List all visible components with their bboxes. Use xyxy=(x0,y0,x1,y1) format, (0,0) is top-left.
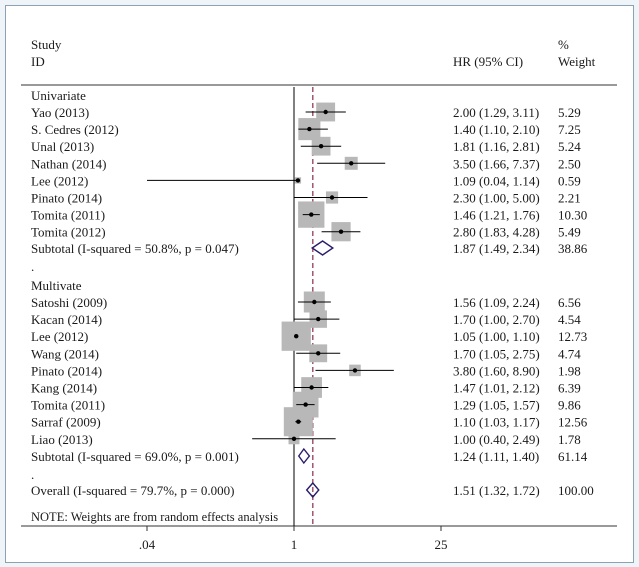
subtotal-diamond xyxy=(297,447,311,465)
study-label: Lee (2012) xyxy=(31,329,88,344)
header-study: Study xyxy=(31,37,62,52)
study-weight: 2.21 xyxy=(558,191,581,206)
point-estimate xyxy=(303,402,308,407)
subtotal-ci: 1.87 (1.49, 2.34) xyxy=(453,241,540,256)
study-weight: 12.56 xyxy=(558,415,588,430)
group-label: Univariate xyxy=(31,88,86,103)
study-ci: 1.70 (1.00, 2.70) xyxy=(453,312,540,327)
study-ci: 1.09 (0.04, 1.14) xyxy=(453,173,540,188)
point-estimate xyxy=(291,436,297,441)
point-estimate xyxy=(338,229,344,234)
x-tick-label: 1 xyxy=(291,537,298,552)
study-ci: 1.29 (1.05, 1.57) xyxy=(453,398,540,413)
study-ci: 1.10 (1.03, 1.17) xyxy=(453,415,540,430)
study-label: Tomita (2012) xyxy=(31,225,106,240)
study-weight: 6.56 xyxy=(558,295,581,310)
study-label: Pinato (2014) xyxy=(31,363,102,378)
subtotal-diamond xyxy=(310,240,335,256)
study-label: Lee (2012) xyxy=(31,173,88,188)
figure-frame: Study ID HR (95% CI)% Weight Univariate Yao (… xyxy=(5,5,634,563)
study-label: Kacan (2014) xyxy=(31,312,102,327)
study-weight: 10.30 xyxy=(558,208,587,223)
study-label: Liao (2013) xyxy=(31,432,93,447)
study-label: Nathan (2014) xyxy=(31,156,106,171)
study-ci: 1.00 (0.40, 2.49) xyxy=(453,432,540,447)
subtotal-ci: 1.24 (1.11, 1.40) xyxy=(453,449,539,464)
study-label: Kang (2014) xyxy=(31,381,97,396)
point-estimate xyxy=(329,195,335,200)
x-tick-label: .04 xyxy=(139,537,156,552)
point-estimate xyxy=(349,161,354,166)
study-weight: 12.73 xyxy=(558,329,587,344)
study-weight: 5.24 xyxy=(558,139,581,154)
header-hr: HR (95% CI) xyxy=(453,54,523,69)
subtotal-label: Subtotal (I-squared = 69.0%, p = 0.001) xyxy=(31,449,239,464)
point-estimate xyxy=(309,212,314,217)
note-text: NOTE: Weights are from random effects an… xyxy=(31,510,278,524)
study-label: Wang (2014) xyxy=(31,346,99,361)
overall-label: Overall (I-squared = 79.7%, p = 0.000) xyxy=(31,483,234,498)
study-ci: 1.47 (1.01, 2.12) xyxy=(453,381,540,396)
study-weight: 0.59 xyxy=(558,173,581,188)
overall-ci: 1.51 (1.32, 1.72) xyxy=(453,483,540,498)
forest-plot: Study ID HR (95% CI)% Weight Univariate Yao (… xyxy=(21,37,617,552)
point-estimate xyxy=(316,351,321,356)
point-estimate xyxy=(312,299,317,305)
study-label: Yao (2013) xyxy=(31,105,89,120)
row-separator: . xyxy=(31,467,34,482)
study-weight: 2.50 xyxy=(558,156,581,171)
study-label: Tomita (2011) xyxy=(31,398,105,413)
header-weight: Weight xyxy=(558,54,596,69)
study-label: Unal (2013) xyxy=(31,139,94,154)
study-weight: 1.98 xyxy=(558,363,581,378)
subtotal-label: Subtotal (I-squared = 50.8%, p = 0.047) xyxy=(31,241,239,256)
study-ci: 1.46 (1.21, 1.76) xyxy=(453,208,540,223)
study-weight: 4.74 xyxy=(558,346,581,361)
study-weight: 4.54 xyxy=(558,312,581,327)
study-weight: 9.86 xyxy=(558,398,581,413)
study-ci: 1.05 (1.00, 1.10) xyxy=(453,329,540,344)
point-estimate xyxy=(318,144,324,149)
study-ci: 1.81 (1.16, 2.81) xyxy=(453,139,540,154)
study-weight: 7.25 xyxy=(558,122,581,137)
point-estimate xyxy=(307,126,312,132)
point-estimate xyxy=(294,334,299,339)
study-ci: 2.00 (1.29, 3.11) xyxy=(453,105,539,120)
study-label: Sarraf (2009) xyxy=(31,415,101,430)
header-id: ID xyxy=(31,54,45,69)
study-weight: 1.78 xyxy=(558,432,581,447)
point-estimate xyxy=(352,368,358,373)
point-estimate xyxy=(309,385,314,390)
study-ci: 3.80 (1.60, 8.90) xyxy=(453,363,540,378)
point-estimate xyxy=(296,419,301,424)
study-ci: 2.80 (1.83, 4.28) xyxy=(453,225,540,240)
study-ci: 1.70 (1.05, 2.75) xyxy=(453,346,540,361)
subtotal-weight: 38.86 xyxy=(558,241,588,256)
point-estimate xyxy=(323,109,328,115)
study-ci: 1.40 (1.10, 2.10) xyxy=(453,122,540,137)
subtotal-weight: 61.14 xyxy=(558,449,588,464)
x-tick-label: 25 xyxy=(435,537,448,552)
overall-weight: 100.00 xyxy=(558,483,594,498)
group-label: Multivate xyxy=(31,278,82,293)
study-weight: 5.49 xyxy=(558,225,581,240)
study-ci: 3.50 (1.66, 7.37) xyxy=(453,156,540,171)
row-separator: . xyxy=(31,259,34,274)
study-label: S. Cedres (2012) xyxy=(31,122,119,137)
overall-diamond xyxy=(305,481,320,499)
study-ci: 2.30 (1.00, 5.00) xyxy=(453,191,540,206)
point-estimate xyxy=(295,178,301,183)
point-estimate xyxy=(316,316,321,322)
study-weight: 6.39 xyxy=(558,381,581,396)
study-label: Pinato (2014) xyxy=(31,191,102,206)
header-percent: % xyxy=(558,37,569,52)
study-label: Tomita (2011) xyxy=(31,208,105,223)
study-weight: 5.29 xyxy=(558,105,581,120)
study-label: Satoshi (2009) xyxy=(31,295,107,310)
study-ci: 1.56 (1.09, 2.24) xyxy=(453,295,540,310)
